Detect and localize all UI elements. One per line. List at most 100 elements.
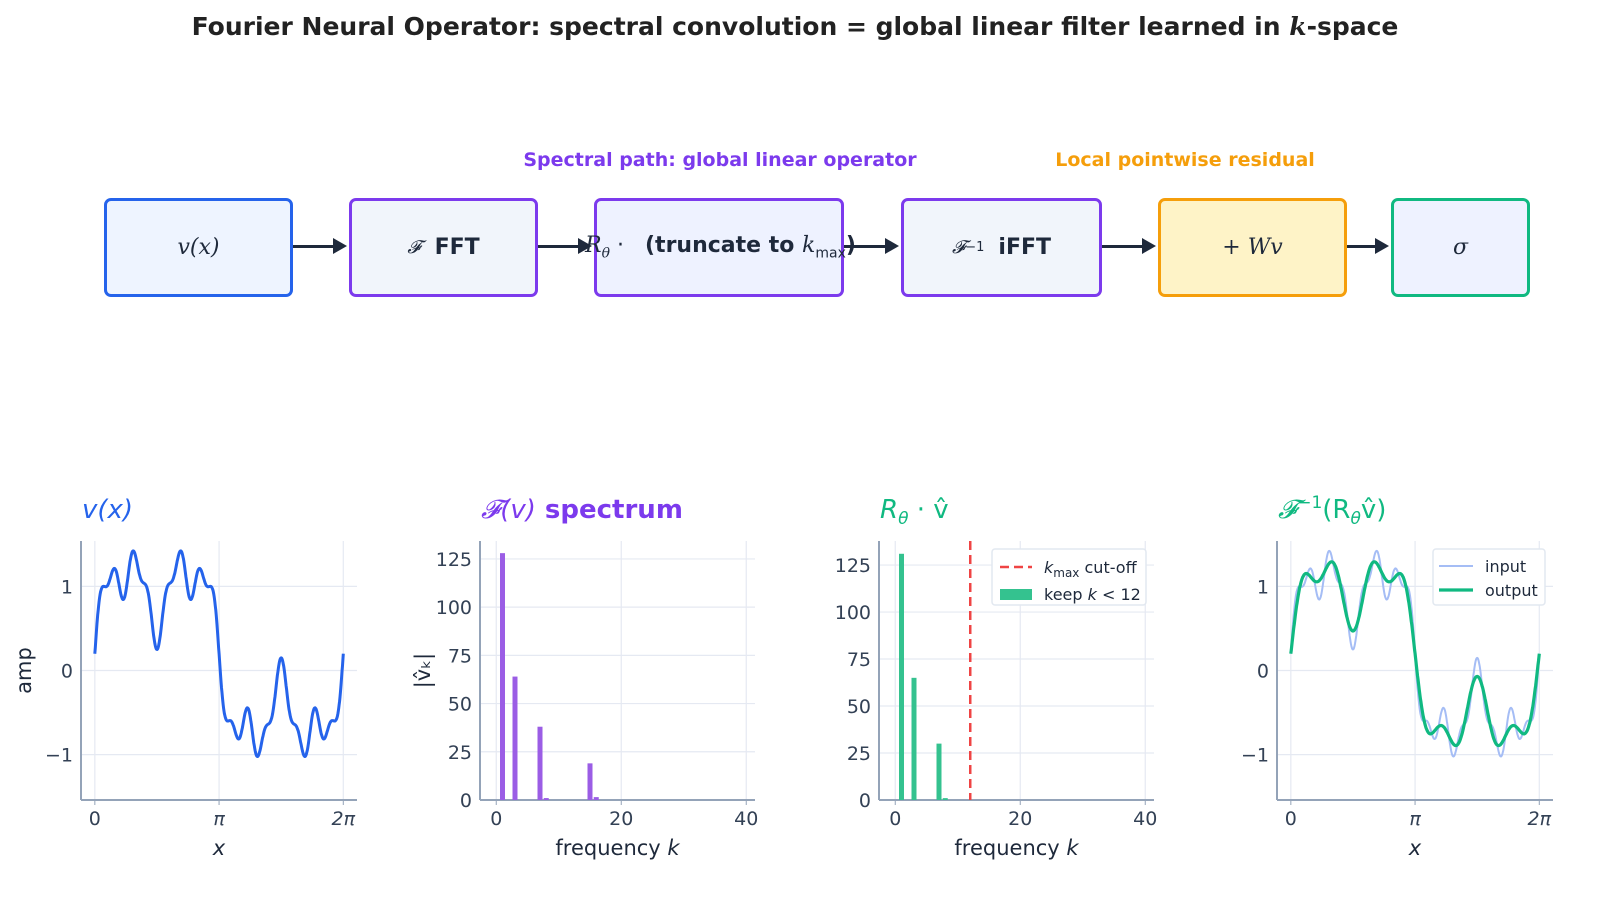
input-box: v(x) bbox=[104, 198, 293, 297]
x-tick-label: π bbox=[213, 808, 225, 830]
activation-box: σ bbox=[1391, 198, 1530, 297]
y-tick-label: 100 bbox=[436, 597, 472, 619]
legend-input-label: input bbox=[1485, 557, 1526, 576]
x-tick-label: 0 bbox=[889, 808, 901, 830]
x-tick-label: π bbox=[1409, 808, 1421, 830]
x-axis-label: x bbox=[212, 836, 226, 860]
y-tick-label: 75 bbox=[847, 649, 871, 671]
filter-ksub: max bbox=[815, 245, 846, 262]
title-suffix: -space bbox=[1306, 12, 1399, 41]
arrow-ifft-to-residual bbox=[1102, 238, 1156, 254]
y-tick-label: −1 bbox=[1241, 745, 1269, 767]
spectral-path-annotation: Spectral path: global linear operator bbox=[523, 149, 917, 171]
x-axis-label-part: k bbox=[667, 836, 680, 860]
x-tick-label: 20 bbox=[609, 808, 633, 830]
filter-dot: · bbox=[617, 233, 625, 259]
x-axis-label: frequency k bbox=[555, 836, 680, 860]
spectrum-bar bbox=[936, 743, 942, 800]
chart-title-part: θ bbox=[898, 509, 909, 529]
x-axis-label-part: frequency bbox=[555, 836, 667, 860]
ifft-label: iFFT bbox=[998, 235, 1052, 260]
series-line-output bbox=[1289, 560, 1541, 748]
chart-1: 0 π 2π −1 0 1 x amp v(x) bbox=[12, 495, 357, 860]
filter-label: (truncate to bbox=[645, 233, 803, 259]
legend-cutoff-label-part: cut-off bbox=[1079, 558, 1137, 577]
spectrum-bar bbox=[512, 676, 518, 800]
arrow-residual-to-activation bbox=[1347, 238, 1389, 254]
y-tick-label: 25 bbox=[847, 743, 871, 765]
chart-title-part: (R bbox=[1322, 495, 1350, 525]
chart-title-part: R bbox=[880, 495, 898, 525]
x-axis-label: frequency k bbox=[954, 836, 1079, 860]
title-prefix: Fourier Neural Operator: spectral convol… bbox=[191, 12, 1290, 41]
x-tick-label: 2π bbox=[332, 808, 356, 830]
x-tick-label: 0 bbox=[1285, 808, 1297, 830]
spectrum-bar bbox=[587, 763, 593, 800]
y-axis-label: amp bbox=[12, 647, 36, 694]
chart-4: 0 π 2π −1 0 1 x 𝓕−1(Rθv̂) input output bbox=[1241, 493, 1553, 860]
x-tick-label: 20 bbox=[1008, 808, 1032, 830]
legend-cutoff-label: kmax cut-off bbox=[1044, 558, 1138, 580]
legend-output-label: output bbox=[1485, 581, 1538, 600]
chart-title-part: 𝓕(v) bbox=[481, 495, 536, 525]
legend: input output bbox=[1432, 548, 1546, 606]
x-axis-label-part: k bbox=[1066, 836, 1079, 860]
title-var: k bbox=[1289, 12, 1307, 41]
chart-title: 𝓕−1(Rθv̂) bbox=[1278, 493, 1386, 529]
local-residual-annotation: Local pointwise residual bbox=[1055, 149, 1315, 171]
y-tick-label: 125 bbox=[436, 549, 472, 571]
y-tick-label: 0 bbox=[859, 790, 871, 812]
legend-keep-label: keep k < 12 bbox=[1044, 585, 1141, 604]
fft-label: FFT bbox=[434, 235, 480, 260]
y-tick-label: 1 bbox=[1257, 576, 1269, 598]
spectral-filter-box: Rθ · (truncate to kmax) bbox=[585, 198, 856, 297]
filter-sub: θ bbox=[601, 245, 611, 262]
legend-cutoff-label-part: max bbox=[1053, 566, 1079, 580]
x-tick-label: 0 bbox=[490, 808, 502, 830]
activation-label: σ bbox=[1452, 235, 1469, 260]
y-tick-label: 125 bbox=[835, 555, 871, 577]
x-axis-label-part: frequency bbox=[954, 836, 1066, 860]
chart-title: 𝓕(v) spectrum bbox=[481, 495, 683, 525]
residual-box: + Wv bbox=[1158, 198, 1347, 297]
fft-box: 𝓕 FFT bbox=[349, 198, 538, 297]
y-tick-label: 1 bbox=[61, 576, 73, 598]
chart-title: Rθ · v̂ bbox=[880, 495, 949, 529]
y-tick-label: 50 bbox=[847, 696, 871, 718]
y-tick-label: 25 bbox=[448, 742, 472, 764]
x-axis-label: x bbox=[1408, 836, 1422, 860]
ifft-sup: −1 bbox=[965, 240, 985, 255]
y-tick-label: 0 bbox=[460, 790, 472, 812]
ifft-box: 𝓕 −1 iFFT bbox=[901, 198, 1102, 297]
figure-title: Fourier Neural Operator: spectral convol… bbox=[0, 12, 1590, 41]
fourier-symbol: 𝓕 bbox=[407, 237, 421, 258]
arrow-filter-to-ifft bbox=[844, 238, 899, 254]
y-tick-label: −1 bbox=[45, 745, 73, 767]
x-tick-label: 2π bbox=[1528, 808, 1552, 830]
y-tick-label: 100 bbox=[835, 602, 871, 624]
inverse-fourier-symbol: 𝓕 bbox=[951, 237, 966, 258]
arrow-input-to-fft bbox=[293, 238, 347, 254]
input-label: v(x) bbox=[177, 235, 220, 260]
chart-title-part: · v̂ bbox=[908, 495, 948, 525]
spectrum-bar bbox=[899, 553, 904, 800]
legend-keep-label-part: keep bbox=[1044, 585, 1088, 604]
y-axis-label: |v̂ₖ| bbox=[411, 653, 436, 689]
y-tick-label: 75 bbox=[448, 645, 472, 667]
spectrum-bar bbox=[543, 798, 549, 800]
legend-cutoff-label-part: k bbox=[1044, 558, 1054, 577]
chart-title-part: spectrum bbox=[536, 495, 683, 525]
spectrum-bar bbox=[537, 726, 543, 800]
x-tick-label: 0 bbox=[89, 808, 101, 830]
spectrum-bar bbox=[500, 553, 505, 800]
chart-title: v(x) bbox=[82, 495, 133, 525]
spectrum-bar bbox=[911, 677, 917, 800]
x-tick-label: 40 bbox=[1133, 808, 1157, 830]
chart-2: 0 20 40 0 25 50 75 100 125 frequency k |v̂ₖ| 𝓕(v) s… bbox=[411, 495, 758, 860]
filter-kvar: k bbox=[802, 233, 816, 259]
legend-keep-swatch bbox=[1000, 589, 1032, 600]
y-tick-label: 0 bbox=[1257, 661, 1269, 683]
series-line-v bbox=[93, 549, 345, 758]
residual-label: + Wv bbox=[1222, 235, 1283, 260]
